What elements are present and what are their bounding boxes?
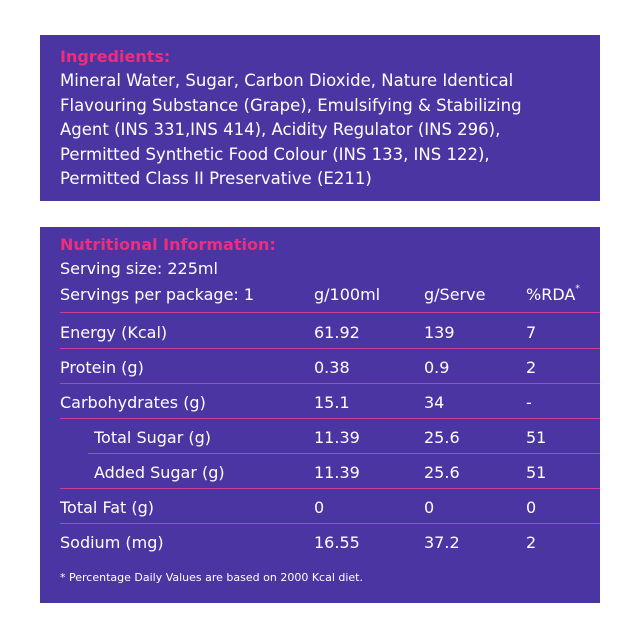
nutrition-panel: Nutritional Information: Serving size: 2… (40, 227, 600, 603)
divider-line (60, 488, 600, 489)
divider-line (60, 348, 600, 349)
value-per-serve: 25.6 (424, 463, 460, 482)
column-header-rda: %RDA* (526, 283, 580, 307)
value-per100ml: 61.92 (314, 323, 360, 342)
ingredients-panel: Ingredients: Mineral Water, Sugar, Carbo… (40, 35, 600, 201)
value-rda: 2 (526, 533, 537, 552)
servings-per-package: Servings per package: 1 (60, 285, 255, 304)
nutrient-label: Sodium (mg) (60, 533, 164, 552)
value-per-serve: 0.9 (424, 358, 450, 377)
table-row: Carbohydrates (g) 15.1 34 - (60, 386, 600, 420)
ingredients-line: Flavouring Substance (Grape), Emulsifyin… (60, 95, 522, 115)
table-row: Energy (Kcal) 61.92 139 7 (60, 316, 600, 350)
nutrient-label: Carbohydrates (g) (60, 393, 206, 412)
value-per100ml: 15.1 (314, 393, 350, 412)
nutrient-label: Total Fat (g) (60, 498, 154, 517)
table-row: Protein (g) 0.38 0.9 2 (60, 351, 600, 385)
divider-line (60, 312, 600, 313)
table-header-row: Servings per package: 1 g/100ml g/Serve … (60, 283, 600, 307)
column-header-per100ml: g/100ml (314, 285, 381, 304)
divider-line (60, 418, 600, 419)
nutrient-label: Total Sugar (g) (94, 428, 212, 447)
value-per-serve: 139 (424, 323, 455, 342)
column-header-per-serve: g/Serve (424, 285, 486, 304)
ingredients-text: Mineral Water, Sugar, Carbon Dioxide, Na… (60, 69, 582, 192)
table-row: Sodium (mg) 16.55 37.2 2 (60, 526, 600, 560)
value-per-serve: 37.2 (424, 533, 460, 552)
nutrition-heading: Nutritional Information: (60, 235, 276, 254)
nutrient-label: Energy (Kcal) (60, 323, 168, 342)
nutrient-label: Protein (g) (60, 358, 144, 377)
divider-line (60, 523, 600, 524)
ingredients-heading: Ingredients: (60, 47, 171, 66)
value-per100ml: 0 (314, 498, 325, 517)
value-per-serve: 34 (424, 393, 445, 412)
nutrient-label: Added Sugar (g) (94, 463, 225, 482)
value-rda: 51 (526, 463, 547, 482)
value-rda: - (526, 393, 532, 412)
ingredients-line: Permitted Synthetic Food Colour (INS 133… (60, 144, 490, 164)
divider-line (60, 383, 600, 384)
value-rda: 51 (526, 428, 547, 447)
value-per100ml: 16.55 (314, 533, 360, 552)
ingredients-line: Agent (INS 331,INS 414), Acidity Regulat… (60, 120, 501, 139)
ingredients-line: Mineral Water, Sugar, Carbon Dioxide, Na… (60, 71, 514, 90)
value-per-serve: 25.6 (424, 428, 460, 447)
value-per100ml: 11.39 (314, 463, 360, 482)
value-rda: 0 (526, 498, 537, 517)
footnote: * Percentage Daily Values are based on 2… (60, 571, 363, 584)
rda-asterisk: * (575, 284, 580, 294)
table-row: Total Fat (g) 0 0 0 (60, 491, 600, 525)
value-rda: 7 (526, 323, 537, 342)
value-per-serve: 0 (424, 498, 435, 517)
value-per100ml: 11.39 (314, 428, 360, 447)
divider-line (88, 453, 600, 454)
rda-header-label: %RDA (526, 285, 576, 304)
value-per100ml: 0.38 (314, 358, 350, 377)
value-rda: 2 (526, 358, 537, 377)
serving-size: Serving size: 225ml (60, 259, 218, 278)
ingredients-line: Permitted Class II Preservative (E211) (60, 169, 372, 188)
table-row: Total Sugar (g) 11.39 25.6 51 (60, 421, 600, 455)
table-row: Added Sugar (g) 11.39 25.6 51 (60, 456, 600, 490)
